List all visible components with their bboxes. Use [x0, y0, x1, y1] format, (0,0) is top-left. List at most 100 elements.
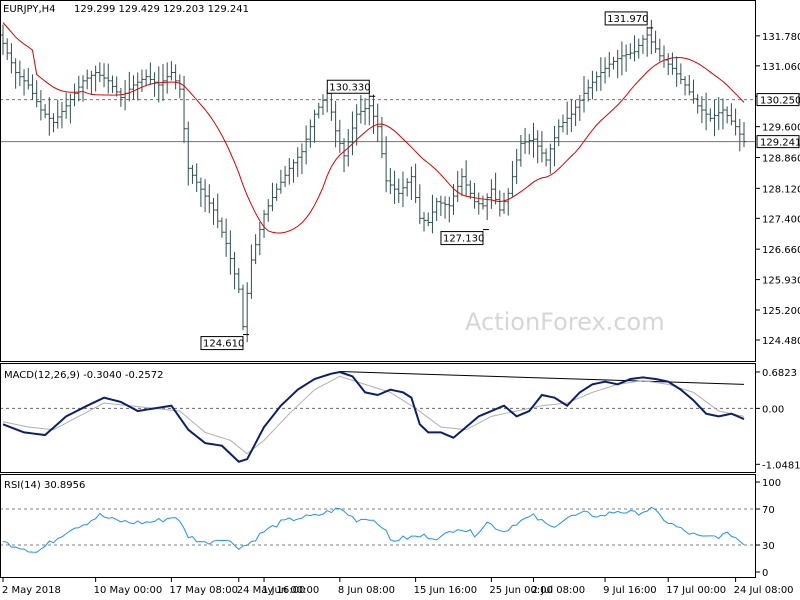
- price-bar: [485, 193, 490, 220]
- rsi-panel: 100 70 30 0: [0, 478, 781, 579]
- price-bar: [413, 163, 418, 204]
- y-tick-label: 129.600: [762, 123, 800, 134]
- price-bar: [565, 101, 570, 135]
- price-bar: [215, 193, 220, 229]
- price-bar: [582, 75, 587, 113]
- price-bar: [278, 169, 283, 194]
- x-tick-label: 2 May 2018: [2, 585, 61, 596]
- price-bar: [434, 197, 439, 222]
- y-tick-label: 128.120: [762, 184, 800, 195]
- price-bar: [47, 97, 52, 136]
- price-bar: [156, 66, 161, 103]
- price-bar: [590, 70, 595, 100]
- price-bar: [97, 62, 102, 83]
- price-bar: [274, 183, 279, 201]
- price-bar: [674, 56, 679, 87]
- x-tick-label: 1 Jun 00:00: [262, 585, 319, 596]
- y-tick-label: 131.780: [762, 32, 800, 43]
- price-bar: [720, 98, 725, 130]
- price-bar: [468, 180, 473, 200]
- price-bar: [535, 130, 540, 164]
- price-bar: [729, 103, 734, 126]
- price-bar: [464, 160, 469, 197]
- y-tick-label: 127.400: [762, 214, 800, 225]
- price-bar: [198, 177, 203, 207]
- price-bar: [502, 192, 507, 214]
- price-bar: [472, 182, 477, 209]
- rsi-y-tick-label: 70: [762, 505, 775, 516]
- price-bar: [573, 99, 578, 127]
- price-bar: [249, 244, 254, 299]
- price-bar: [653, 30, 658, 53]
- annotation-text: 124.610: [203, 339, 244, 350]
- price-bar: [228, 230, 233, 275]
- price-bar: [628, 43, 633, 60]
- price-bar: [114, 76, 119, 97]
- price-bar: [666, 53, 671, 76]
- price-bar: [312, 109, 317, 143]
- annotation-box: [604, 11, 648, 26]
- price-bar: [106, 63, 111, 94]
- price-bar: [662, 45, 667, 68]
- price-bar: [316, 102, 321, 119]
- x-tick-label: 17 Jul 00:00: [666, 585, 726, 596]
- price-bar: [358, 95, 363, 124]
- price-bar: [594, 71, 599, 92]
- price-bar: [443, 196, 448, 219]
- annotation-label: 130.330: [326, 79, 376, 97]
- price-bar: [55, 99, 60, 129]
- price-bar: [683, 76, 688, 96]
- price-marker-text: 130.250: [760, 96, 800, 107]
- price-bar: [544, 148, 549, 167]
- price-bar: [194, 163, 199, 192]
- price-bar: [405, 178, 410, 197]
- annotation-text: 131.970: [607, 14, 648, 25]
- price-bar: [737, 118, 742, 152]
- price-bar: [396, 178, 401, 204]
- rsi-y-tick-label: 30: [762, 541, 775, 552]
- price-bar: [384, 136, 389, 193]
- price-bar: [354, 104, 359, 146]
- price-bar: [400, 171, 405, 208]
- price-bar: [645, 26, 650, 57]
- x-tick-label: 24 May 16:00: [237, 585, 306, 596]
- price-bar: [43, 104, 48, 119]
- price-bar: [173, 64, 178, 90]
- price-bar: [733, 108, 738, 136]
- x-tick-label: 17 May 08:00: [169, 585, 238, 596]
- price-bar: [190, 164, 195, 184]
- price-bar: [266, 199, 271, 222]
- price-bar: [211, 197, 216, 225]
- price-bar: [186, 121, 191, 186]
- watermark-text: ActionForex.com: [465, 308, 665, 336]
- price-bar: [447, 196, 452, 223]
- macd-y-tick-label: 0.00: [762, 404, 784, 415]
- macd-panel: 0.6823 0.00 -1.0481: [0, 368, 800, 471]
- price-bar: [552, 125, 557, 167]
- price-bar: [110, 75, 115, 93]
- annotation-label: 124.610: [200, 334, 249, 351]
- annotation-box: [326, 79, 370, 94]
- macd-y-tick-label: -1.0481: [762, 460, 800, 471]
- y-tick-label: 126.660: [762, 245, 800, 256]
- price-bar: [742, 122, 746, 148]
- price-bar: [333, 100, 338, 148]
- price-panel-frame: [0, 0, 756, 362]
- price-bar: [262, 209, 267, 238]
- price-bar: [131, 75, 136, 100]
- price-marker-box: [756, 93, 800, 107]
- y-tick-label: 125.930: [762, 276, 800, 287]
- price-bar: [409, 166, 414, 201]
- annotation-text: 130.330: [329, 82, 370, 93]
- price-bar: [34, 80, 39, 108]
- price-bar: [337, 119, 342, 153]
- price-bar: [287, 158, 292, 185]
- price-bar: [127, 71, 132, 102]
- price-bar: [379, 116, 384, 159]
- price-bar: [219, 217, 224, 238]
- x-tick-label: 10 May 00:00: [94, 585, 163, 596]
- price-bar: [26, 67, 31, 90]
- price-bar: [85, 69, 90, 90]
